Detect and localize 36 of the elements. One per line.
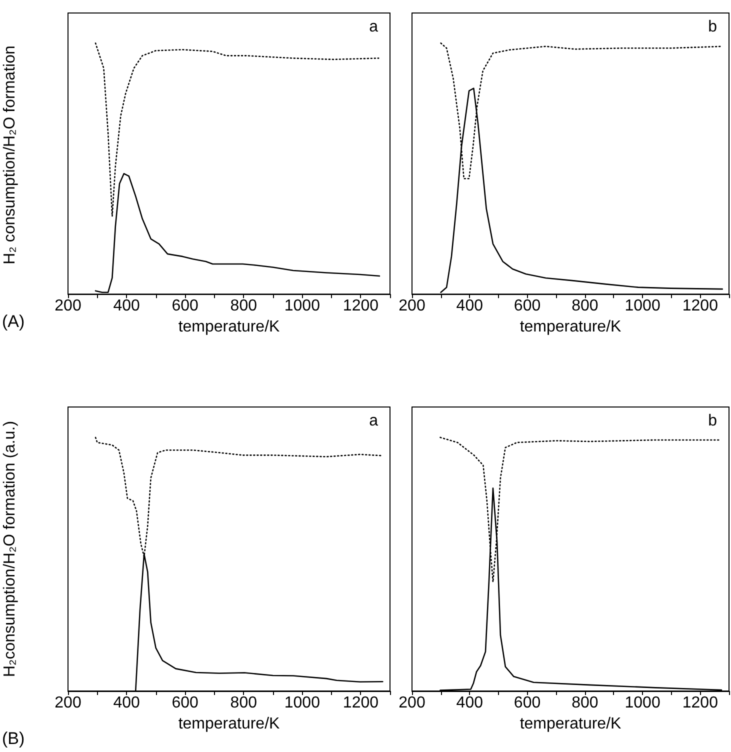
x-tick-label: 1000 xyxy=(284,298,320,315)
x-tick-label: 800 xyxy=(230,694,258,712)
y-axis-title: H₂consumption/H₂O formation (a.u.) xyxy=(2,420,18,678)
x-axis-title: temperature/K xyxy=(520,715,622,732)
x-tick-label: 600 xyxy=(172,694,199,712)
x-axis-title: temperature/K xyxy=(178,715,280,732)
x-tick-label: 400 xyxy=(113,694,140,712)
text: (B) xyxy=(2,729,25,748)
x-axis-title: temperature/K xyxy=(178,318,280,336)
text: b xyxy=(708,18,718,36)
x-tick-label: 1200 xyxy=(682,694,718,712)
x-tick-label: 800 xyxy=(572,298,598,315)
x-tick-label: 1200 xyxy=(342,694,379,712)
text: a xyxy=(369,412,378,430)
x-tick-label: 200 xyxy=(398,298,426,315)
x-tick-label: 1000 xyxy=(284,694,320,712)
x-tick-label: 600 xyxy=(514,298,541,315)
x-tick-label: 800 xyxy=(572,694,598,712)
x-tick-label: 1200 xyxy=(682,298,718,315)
x-tick-label: 1200 xyxy=(342,298,379,315)
x-tick-label: 400 xyxy=(456,694,484,712)
x-tick-label: 600 xyxy=(172,298,199,315)
x-tick-label: 200 xyxy=(398,694,426,712)
x-tick-label: 400 xyxy=(456,298,484,315)
text: (A) xyxy=(2,312,25,331)
x-tick-label: 600 xyxy=(514,694,541,712)
x-tick-label: 400 xyxy=(113,298,140,315)
x-axis-title: temperature/K xyxy=(520,318,622,336)
text: a xyxy=(369,18,378,36)
text: b xyxy=(708,412,718,430)
y-axis-title: H₂ consumption/H₂O formation xyxy=(2,46,18,264)
x-tick-label: 200 xyxy=(54,694,82,712)
x-tick-label: 1000 xyxy=(624,298,660,315)
x-tick-label: 800 xyxy=(230,298,258,315)
x-tick-label: 1000 xyxy=(624,694,660,712)
x-tick-label: 200 xyxy=(54,298,82,315)
